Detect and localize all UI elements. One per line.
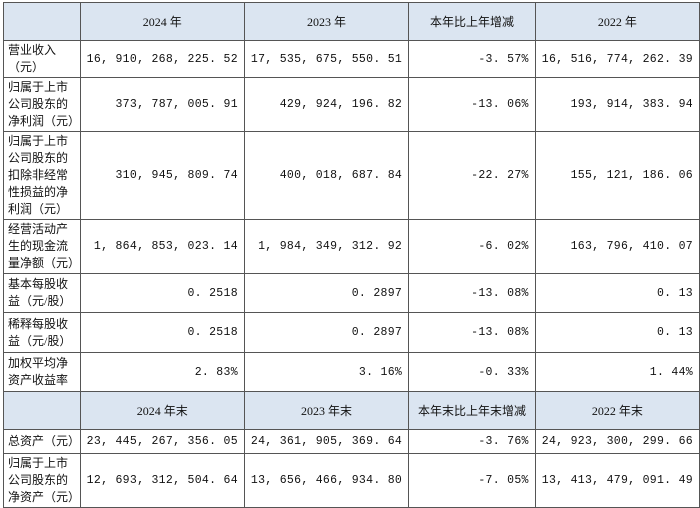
cell-value: 0. 2897: [243, 312, 410, 353]
row-label: 加权平均净资产收益率: [3, 352, 81, 392]
financial-table-container: 2024 年 2023 年 本年比上年增减 2022 年 营业收入（元） 16,…: [3, 2, 700, 508]
row-label: 归属于上市公司股东的净利润（元）: [3, 77, 81, 132]
table-row: 归属于上市公司股东的净资产（元） 12, 693, 312, 504. 64 1…: [3, 453, 700, 508]
cell-value: -0. 33%: [408, 352, 536, 392]
cell-value: 193, 914, 383. 94: [534, 77, 700, 132]
header-cell-change: 本年比上年增减: [408, 2, 536, 41]
row-label: 基本每股收益（元/股）: [3, 273, 81, 313]
header-cell-corner: [3, 2, 81, 41]
cell-value: 12, 693, 312, 504. 64: [79, 453, 245, 508]
row-label: 总资产（元）: [3, 429, 81, 454]
cell-value: 3. 16%: [243, 352, 410, 392]
subheader-cell-2023-end: 2023 年末: [243, 391, 410, 430]
cell-value: 1, 864, 853, 023. 14: [79, 219, 245, 274]
cell-value: -6. 02%: [408, 219, 536, 274]
cell-value: 429, 924, 196. 82: [243, 77, 410, 132]
cell-value: 23, 445, 267, 356. 05: [79, 429, 245, 454]
subheader-cell-2024-end: 2024 年末: [79, 391, 245, 430]
subheader-cell-corner: [3, 391, 81, 430]
row-label: 营业收入（元）: [3, 40, 81, 78]
cell-value: 0. 2518: [79, 312, 245, 353]
table-row: 经营活动产生的现金流量净额（元） 1, 864, 853, 023. 14 1,…: [3, 219, 700, 274]
table-row: 总资产（元） 23, 445, 267, 356. 05 24, 361, 90…: [3, 429, 700, 454]
cell-value: -22. 27%: [408, 131, 536, 220]
table-row: 基本每股收益（元/股） 0. 2518 0. 2897 -13. 08% 0. …: [3, 273, 700, 313]
table-row: 稀释每股收益（元/股） 0. 2518 0. 2897 -13. 08% 0. …: [3, 312, 700, 353]
table-row: 归属于上市公司股东的扣除非经常性损益的净利润（元） 310, 945, 809.…: [3, 131, 700, 220]
row-label: 归属于上市公司股东的净资产（元）: [3, 453, 81, 508]
table-header-row: 2024 年 2023 年 本年比上年增减 2022 年: [3, 2, 700, 41]
cell-value: 17, 535, 675, 550. 51: [243, 40, 410, 78]
table-row: 营业收入（元） 16, 910, 268, 225. 52 17, 535, 6…: [3, 40, 700, 78]
cell-value: 1. 44%: [534, 352, 700, 392]
cell-value: -13. 08%: [408, 312, 536, 353]
financial-summary-table: 2024 年 2023 年 本年比上年增减 2022 年 营业收入（元） 16,…: [3, 2, 700, 508]
cell-value: -13. 08%: [408, 273, 536, 313]
header-cell-2024: 2024 年: [79, 2, 245, 41]
cell-value: 16, 910, 268, 225. 52: [79, 40, 245, 78]
row-label: 经营活动产生的现金流量净额（元）: [3, 219, 81, 274]
header-cell-2023: 2023 年: [243, 2, 410, 41]
header-cell-2022: 2022 年: [534, 2, 700, 41]
table-row: 加权平均净资产收益率 2. 83% 3. 16% -0. 33% 1. 44%: [3, 352, 700, 392]
cell-value: 155, 121, 186. 06: [534, 131, 700, 220]
cell-value: 373, 787, 005. 91: [79, 77, 245, 132]
cell-value: 0. 13: [534, 312, 700, 353]
cell-value: 0. 2518: [79, 273, 245, 313]
table-row: 归属于上市公司股东的净利润（元） 373, 787, 005. 91 429, …: [3, 77, 700, 132]
cell-value: 0. 13: [534, 273, 700, 313]
cell-value: 16, 516, 774, 262. 39: [534, 40, 700, 78]
cell-value: 310, 945, 809. 74: [79, 131, 245, 220]
cell-value: 163, 796, 410. 07: [534, 219, 700, 274]
table-subheader-row: 2024 年末 2023 年末 本年末比上年末增减 2022 年末: [3, 391, 700, 430]
subheader-cell-2022-end: 2022 年末: [534, 391, 700, 430]
cell-value: -7. 05%: [408, 453, 536, 508]
cell-value: 0. 2897: [243, 273, 410, 313]
cell-value: 13, 656, 466, 934. 80: [243, 453, 410, 508]
cell-value: -13. 06%: [408, 77, 536, 132]
cell-value: -3. 57%: [408, 40, 536, 78]
cell-value: 24, 361, 905, 369. 64: [243, 429, 410, 454]
cell-value: 400, 018, 687. 84: [243, 131, 410, 220]
row-label: 归属于上市公司股东的扣除非经常性损益的净利润（元）: [3, 131, 81, 220]
cell-value: 2. 83%: [79, 352, 245, 392]
cell-value: 24, 923, 300, 299. 66: [534, 429, 700, 454]
subheader-cell-change: 本年末比上年末增减: [408, 391, 536, 430]
row-label: 稀释每股收益（元/股）: [3, 312, 81, 353]
cell-value: -3. 76%: [408, 429, 536, 454]
cell-value: 13, 413, 479, 091. 49: [534, 453, 700, 508]
cell-value: 1, 984, 349, 312. 92: [243, 219, 410, 274]
